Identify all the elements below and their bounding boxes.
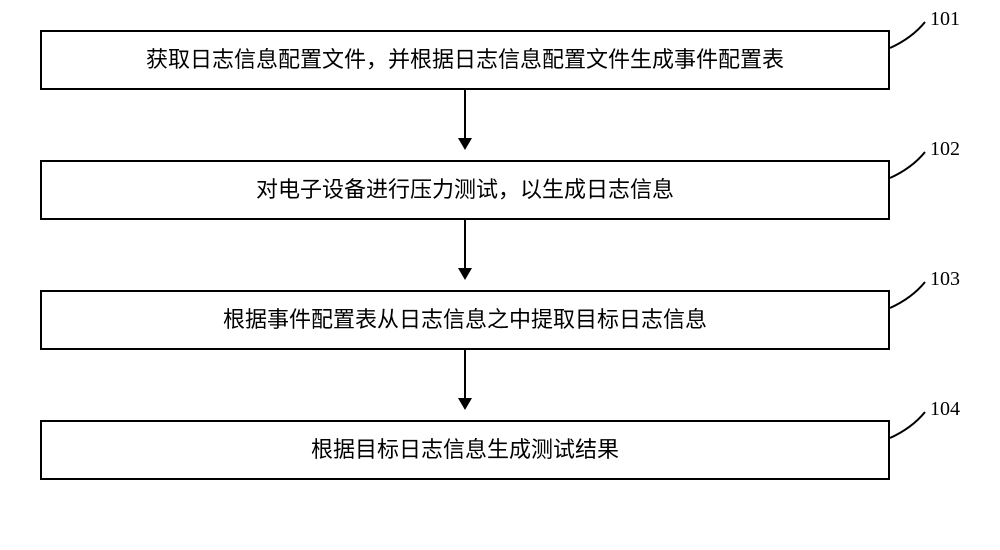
flowchart-container: 获取日志信息配置文件，并根据日志信息配置文件生成事件配置表 101 对电子设备进…	[0, 0, 1000, 550]
step-text-2: 对电子设备进行压力测试，以生成日志信息	[256, 175, 674, 206]
step-label-2: 102	[930, 138, 960, 161]
step-box-1: 获取日志信息配置文件，并根据日志信息配置文件生成事件配置表	[40, 30, 890, 90]
step-box-3: 根据事件配置表从日志信息之中提取目标日志信息	[40, 290, 890, 350]
step-label-3: 103	[930, 268, 960, 291]
step-label-1: 101	[930, 8, 960, 31]
step-box-4: 根据目标日志信息生成测试结果	[40, 420, 890, 480]
step-text-1: 获取日志信息配置文件，并根据日志信息配置文件生成事件配置表	[146, 45, 784, 76]
step-box-2: 对电子设备进行压力测试，以生成日志信息	[40, 160, 890, 220]
step-text-3: 根据事件配置表从日志信息之中提取目标日志信息	[223, 305, 707, 336]
arrow-1-2	[464, 90, 466, 148]
arrow-3-4	[464, 350, 466, 408]
step-text-4: 根据目标日志信息生成测试结果	[311, 435, 619, 466]
step-label-4: 104	[930, 398, 960, 421]
arrow-2-3	[464, 220, 466, 278]
